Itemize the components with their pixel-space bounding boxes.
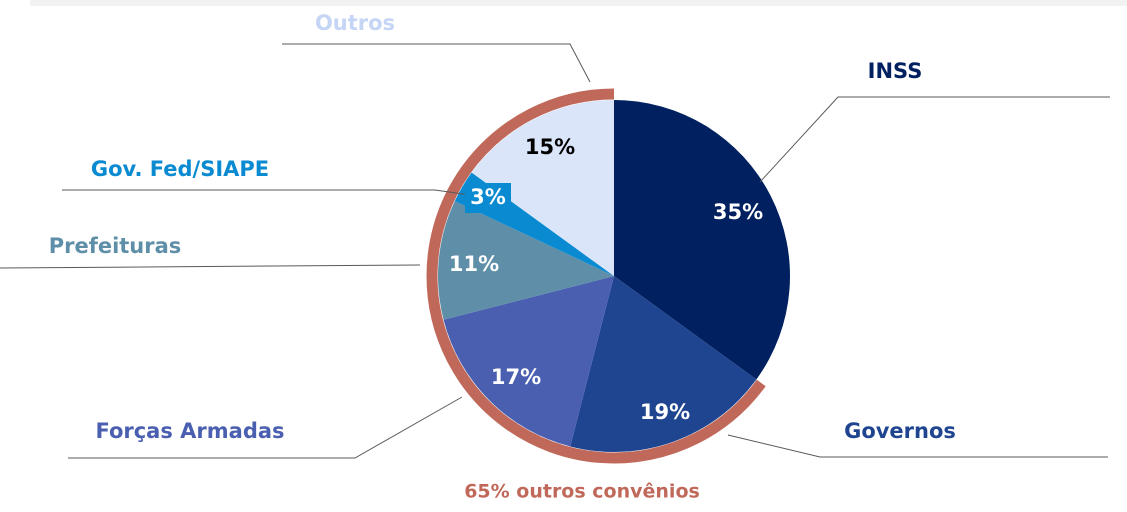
category-label: Governos: [844, 419, 956, 443]
pie-slice: [614, 100, 790, 380]
category-label: Outros: [315, 11, 395, 35]
category-label: Forças Armadas: [95, 419, 284, 443]
leader-line: [68, 396, 463, 459]
pie-slice: [471, 100, 614, 276]
data-label: 3%: [470, 185, 506, 209]
data-label: 17%: [491, 365, 541, 389]
category-label: Gov. Fed/SIAPE: [91, 157, 269, 181]
data-label: 35%: [713, 200, 763, 224]
pie-slice: [570, 276, 757, 452]
leader-line: [759, 96, 1110, 183]
pie-slice: [437, 201, 614, 320]
category-label: Prefeituras: [49, 234, 182, 258]
category-label: INSS: [868, 59, 923, 83]
data-label: 19%: [640, 400, 690, 424]
highlight-arc: [426, 88, 766, 464]
leader-line: [282, 43, 591, 83]
leader-line: [62, 189, 471, 196]
annotation: 65% outros convênios: [464, 481, 700, 503]
top-band: [30, 0, 1127, 6]
pie-slice: [443, 276, 614, 447]
leader-line: [0, 264, 421, 269]
data-label: 11%: [449, 252, 499, 276]
data-label-bg: [465, 183, 511, 213]
data-label: 15%: [525, 135, 575, 159]
leader-line: [727, 434, 1108, 458]
